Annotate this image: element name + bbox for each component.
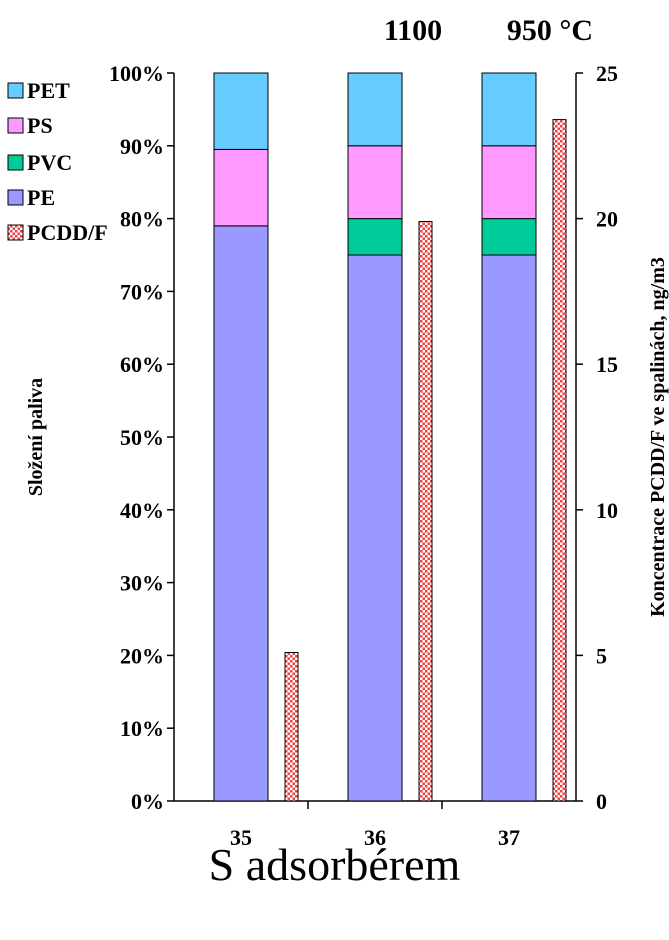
left-axis-ticks: 0% 10% 20% 30% 40% 50% 60% 70% 80% 90% 100% xyxy=(109,61,174,814)
x-tick-label: 35 xyxy=(230,825,252,850)
legend-swatch-pcddf xyxy=(7,224,24,241)
left-tick-label: 40% xyxy=(120,498,164,523)
left-tick-label: 0% xyxy=(131,789,164,814)
bar-pet-37 xyxy=(481,72,537,147)
bar-pet-35 xyxy=(213,72,269,150)
bar-pcddf-36 xyxy=(418,221,433,802)
temperature-label-36: 1100 xyxy=(384,14,442,47)
left-tick-label: 70% xyxy=(120,279,164,304)
bar-pe-35 xyxy=(213,225,269,802)
left-tick-label: 30% xyxy=(120,571,164,596)
bar-ps-35 xyxy=(213,148,269,227)
left-axis-title: Složení paliva xyxy=(25,378,47,496)
right-tick-label: 5 xyxy=(596,643,607,668)
bar-pcddf-35 xyxy=(284,651,299,802)
bar-pe-36 xyxy=(347,254,403,802)
x-tick-label: 37 xyxy=(498,825,520,850)
bars xyxy=(213,72,567,802)
legend-swatch-pet xyxy=(7,82,24,99)
left-tick-label: 100% xyxy=(109,61,164,86)
legend-swatch-pvc xyxy=(7,154,24,171)
bar-pcddf-37 xyxy=(552,119,567,802)
right-tick-label: 0 xyxy=(596,789,607,814)
bar-pvc-36 xyxy=(347,218,403,256)
legend-label-pcddf: PCDD/F xyxy=(27,220,108,245)
right-tick-label: 15 xyxy=(596,352,618,377)
footer-caption: S adsorbérem xyxy=(208,839,461,890)
legend-label-pe: PE xyxy=(27,185,55,210)
right-tick-label: 20 xyxy=(596,207,618,232)
legend-swatch-pe xyxy=(7,189,24,206)
right-axis-ticks: 0 5 10 15 20 25 xyxy=(576,61,618,814)
left-tick-label: 20% xyxy=(120,643,164,668)
left-tick-label: 90% xyxy=(120,134,164,159)
right-tick-label: 10 xyxy=(596,498,618,523)
legend-swatch-ps xyxy=(7,117,24,134)
legend-label-ps: PS xyxy=(27,113,53,138)
bar-pvc-37 xyxy=(481,218,537,256)
x-axis-ticks: 35 36 37 xyxy=(230,801,520,850)
bar-ps-37 xyxy=(481,145,537,220)
left-tick-label: 50% xyxy=(120,425,164,450)
temperature-label-37: 950 °C xyxy=(507,14,593,47)
legend-label-pet: PET xyxy=(27,78,70,103)
bar-pe-37 xyxy=(481,254,537,802)
right-axis-title: Koncentrace PCDD/F ve spalinách, ng/m3 xyxy=(647,257,669,617)
bar-pet-36 xyxy=(347,72,403,147)
right-tick-label: 25 xyxy=(596,61,618,86)
bar-ps-36 xyxy=(347,145,403,220)
legend-label-pvc: PVC xyxy=(27,150,72,175)
left-tick-label: 80% xyxy=(120,207,164,232)
x-tick-label: 36 xyxy=(364,825,386,850)
left-tick-label: 10% xyxy=(120,716,164,741)
legend: PET PS PVC PE PCDD/F xyxy=(7,78,108,245)
left-tick-label: 60% xyxy=(120,352,164,377)
